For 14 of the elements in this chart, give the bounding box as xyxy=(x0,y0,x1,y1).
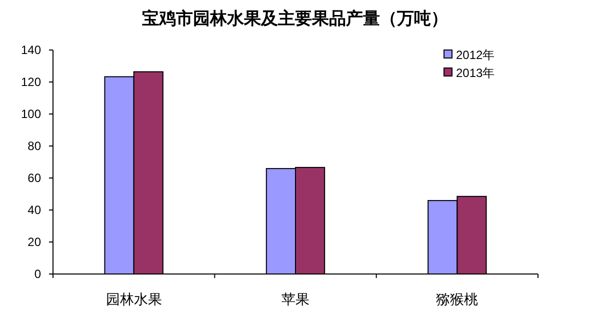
y-tick-label: 140 xyxy=(20,43,42,57)
legend-label: 2012年 xyxy=(456,48,495,62)
x-tick-label: 猕猴桃 xyxy=(436,291,478,307)
y-tick-label: 120 xyxy=(20,75,42,89)
x-tick-label: 苹果 xyxy=(282,291,310,307)
y-tick-label: 80 xyxy=(28,139,42,153)
chart-title: 宝鸡市园林水果及主要果品产量（万吨） xyxy=(142,9,448,29)
legend-label: 2013年 xyxy=(456,66,495,80)
x-tick-label: 园林水果 xyxy=(106,291,162,307)
y-tick-label: 20 xyxy=(28,235,42,249)
y-tick-label: 0 xyxy=(34,267,42,281)
y-tick-label: 60 xyxy=(28,171,42,185)
y-tick-label: 40 xyxy=(28,203,42,217)
y-tick-label: 100 xyxy=(20,107,42,121)
